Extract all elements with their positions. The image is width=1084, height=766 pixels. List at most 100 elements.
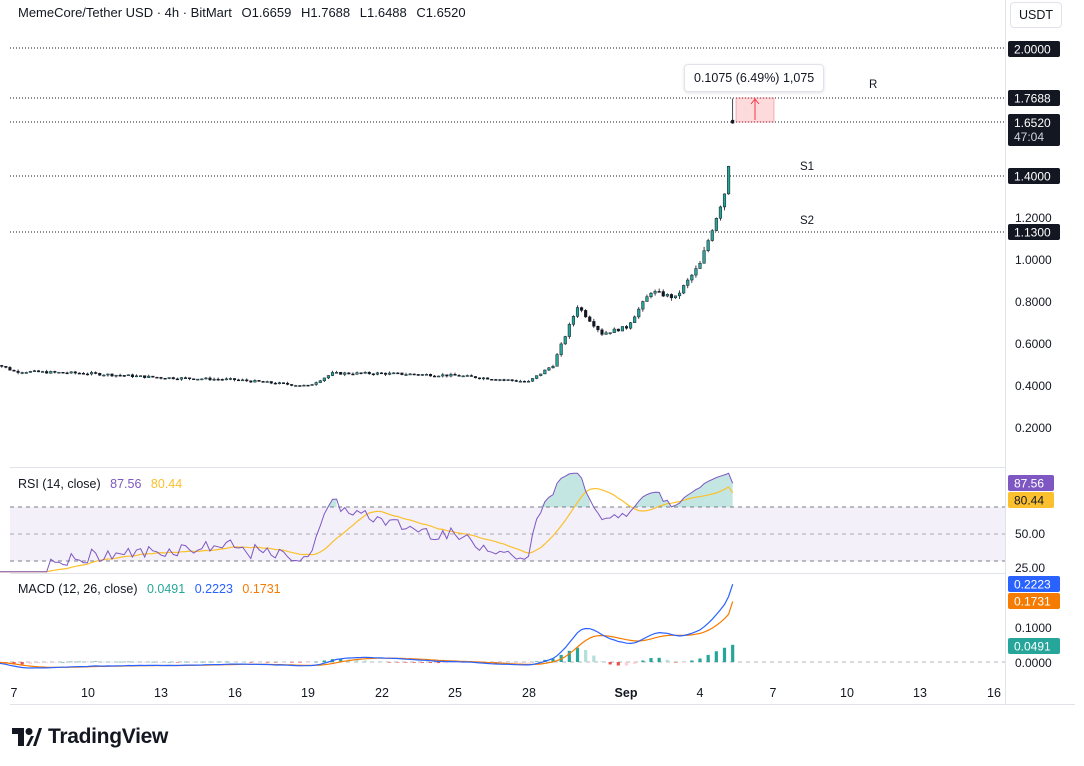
candle-body[interactable]: [559, 343, 563, 355]
candle-body[interactable]: [110, 373, 114, 377]
candle-body[interactable]: [351, 373, 355, 376]
candle-body[interactable]: [412, 373, 416, 376]
candle-body[interactable]: [477, 377, 482, 380]
candle-body[interactable]: [375, 372, 379, 375]
candle-body[interactable]: [539, 373, 543, 376]
candle-body[interactable]: [245, 379, 249, 382]
candle-body[interactable]: [73, 371, 77, 374]
candle-body[interactable]: [714, 217, 718, 231]
candle-body[interactable]: [371, 373, 375, 376]
candle-body[interactable]: [428, 374, 433, 377]
candle-body[interactable]: [612, 328, 616, 333]
candle-body[interactable]: [155, 376, 159, 379]
candle-body[interactable]: [665, 294, 669, 297]
candle-body[interactable]: [294, 385, 298, 387]
candle-body[interactable]: [171, 377, 175, 380]
candle-body[interactable]: [731, 119, 735, 124]
candle-body[interactable]: [396, 372, 400, 375]
candle-body[interactable]: [77, 372, 81, 375]
candle-body[interactable]: [118, 374, 122, 377]
candle-body[interactable]: [163, 377, 167, 380]
rsi-ma-line[interactable]: [0, 486, 734, 573]
rsi-line[interactable]: [0, 472, 734, 573]
candle-body[interactable]: [85, 373, 90, 376]
candle-body[interactable]: [543, 369, 547, 375]
price-axis[interactable]: 1.2000 1.0000 0.8000 0.6000 0.4000 0.200…: [1015, 211, 1052, 670]
candle-body[interactable]: [318, 380, 322, 383]
candle-body[interactable]: [65, 372, 69, 375]
candle-body[interactable]: [449, 373, 453, 377]
macd-legend[interactable]: MACD (12, 26, close) 0.0491 0.2223 0.173…: [18, 582, 287, 596]
candle-body[interactable]: [220, 379, 224, 381]
candle-body[interactable]: [653, 291, 657, 294]
candle-body[interactable]: [661, 291, 665, 297]
candle-body[interactable]: [379, 372, 384, 375]
candle-body[interactable]: [196, 378, 200, 381]
candle-body[interactable]: [706, 240, 710, 251]
candle-body[interactable]: [555, 354, 559, 367]
candle-body[interactable]: [228, 378, 232, 380]
candle-body[interactable]: [580, 307, 584, 311]
ohlc-legend[interactable]: MemeCore/Tether USD · 4h · BitMart O1.66…: [18, 5, 472, 20]
candle-body[interactable]: [45, 371, 49, 374]
candle-body[interactable]: [433, 375, 437, 378]
candle-body[interactable]: [698, 262, 702, 269]
candle-body[interactable]: [392, 372, 396, 375]
candle-body[interactable]: [81, 373, 85, 375]
candle-body[interactable]: [232, 378, 237, 381]
candle-body[interactable]: [24, 372, 28, 374]
candle-body[interactable]: [216, 378, 220, 381]
candle-body[interactable]: [12, 369, 16, 372]
candle-body[interactable]: [445, 374, 449, 377]
candle-body[interactable]: [114, 374, 118, 377]
candle-body[interactable]: [159, 377, 163, 379]
candle-body[interactable]: [122, 375, 126, 377]
candle-body[interactable]: [400, 372, 404, 375]
candle-body[interactable]: [167, 377, 171, 379]
candle-body[interactable]: [604, 332, 608, 335]
candle-body[interactable]: [547, 367, 551, 371]
candle-body[interactable]: [208, 377, 212, 381]
candle-body[interactable]: [424, 374, 428, 376]
candle-body[interactable]: [347, 372, 351, 375]
candle-body[interactable]: [649, 292, 653, 297]
candle-body[interactable]: [326, 375, 330, 379]
candle-body[interactable]: [359, 372, 363, 374]
candle-body[interactable]: [98, 373, 102, 376]
candle-body[interactable]: [335, 372, 339, 374]
candle-body[interactable]: [637, 308, 641, 318]
candle-body[interactable]: [302, 384, 306, 387]
candle-body[interactable]: [339, 372, 343, 375]
candle-body[interactable]: [265, 381, 269, 383]
candle-body[interactable]: [126, 374, 130, 377]
candle-body[interactable]: [41, 371, 45, 373]
candle-body[interactable]: [416, 374, 420, 376]
macd-line[interactable]: [0, 584, 734, 669]
candle-body[interactable]: [363, 372, 367, 374]
candle-body[interactable]: [702, 250, 706, 264]
candle-body[interactable]: [249, 380, 253, 383]
candle-body[interactable]: [49, 371, 53, 374]
candle-body[interactable]: [469, 375, 473, 377]
candle-body[interactable]: [384, 372, 388, 375]
candle-body[interactable]: [151, 375, 155, 378]
candle-body[interactable]: [36, 370, 41, 373]
candle-body[interactable]: [143, 375, 147, 378]
time-axis[interactable]: 7 10 13 16 19 22 25 28 Sep 4 7 10 13 16: [11, 686, 1001, 700]
candle-body[interactable]: [408, 373, 412, 376]
candle-body[interactable]: [633, 316, 637, 323]
candle-body[interactable]: [200, 378, 204, 381]
candle-body[interactable]: [69, 371, 73, 374]
candle-body[interactable]: [241, 379, 245, 382]
candle-body[interactable]: [306, 384, 310, 387]
candle-body[interactable]: [682, 285, 686, 294]
candle-body[interactable]: [257, 380, 261, 382]
candle-body[interactable]: [147, 375, 151, 378]
candle-body[interactable]: [314, 382, 318, 385]
candle-body[interactable]: [90, 372, 94, 375]
candle-body[interactable]: [498, 379, 502, 381]
candle-body[interactable]: [502, 379, 506, 381]
candle-body[interactable]: [584, 310, 588, 318]
rsi-legend[interactable]: RSI (14, close) 87.56 80.44: [18, 477, 188, 491]
candle-body[interactable]: [718, 206, 722, 219]
